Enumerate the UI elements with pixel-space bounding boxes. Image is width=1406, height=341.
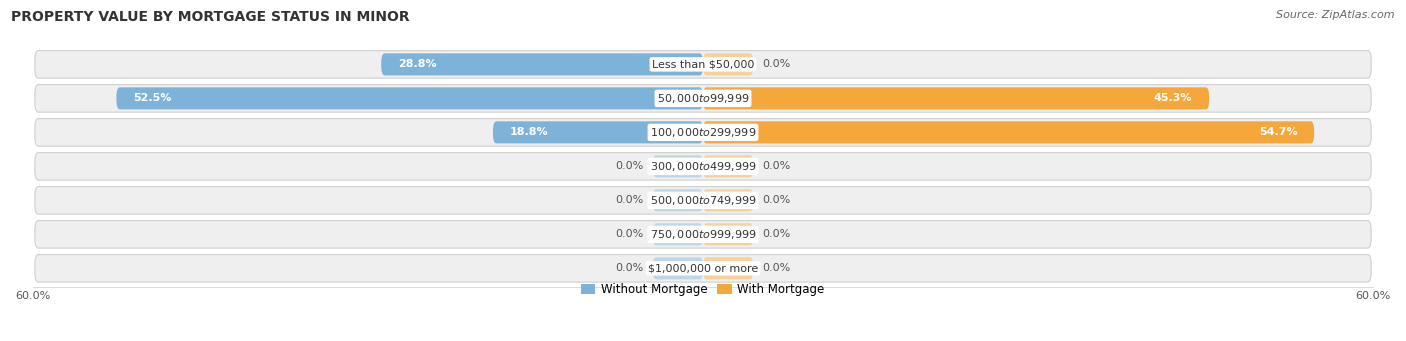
Text: 0.0%: 0.0% xyxy=(616,161,644,172)
Text: $500,000 to $749,999: $500,000 to $749,999 xyxy=(650,194,756,207)
Text: 54.7%: 54.7% xyxy=(1258,128,1298,137)
FancyBboxPatch shape xyxy=(703,121,1315,144)
Legend: Without Mortgage, With Mortgage: Without Mortgage, With Mortgage xyxy=(576,278,830,300)
Text: 28.8%: 28.8% xyxy=(398,59,437,69)
FancyBboxPatch shape xyxy=(35,50,1371,78)
FancyBboxPatch shape xyxy=(703,87,1209,109)
Text: 18.8%: 18.8% xyxy=(510,128,548,137)
FancyBboxPatch shape xyxy=(35,221,1371,248)
FancyBboxPatch shape xyxy=(703,189,754,211)
FancyBboxPatch shape xyxy=(703,53,754,75)
FancyBboxPatch shape xyxy=(652,189,703,211)
FancyBboxPatch shape xyxy=(35,119,1371,146)
Text: Less than $50,000: Less than $50,000 xyxy=(652,59,754,69)
FancyBboxPatch shape xyxy=(35,187,1371,214)
Text: $750,000 to $999,999: $750,000 to $999,999 xyxy=(650,228,756,241)
Text: $1,000,000 or more: $1,000,000 or more xyxy=(648,263,758,273)
Text: 45.3%: 45.3% xyxy=(1154,93,1192,103)
Text: 0.0%: 0.0% xyxy=(762,229,790,239)
FancyBboxPatch shape xyxy=(652,155,703,177)
Text: 0.0%: 0.0% xyxy=(762,161,790,172)
FancyBboxPatch shape xyxy=(35,85,1371,112)
FancyBboxPatch shape xyxy=(117,87,703,109)
Text: $50,000 to $99,999: $50,000 to $99,999 xyxy=(657,92,749,105)
FancyBboxPatch shape xyxy=(652,257,703,279)
FancyBboxPatch shape xyxy=(652,223,703,246)
Text: 0.0%: 0.0% xyxy=(762,263,790,273)
Text: $100,000 to $299,999: $100,000 to $299,999 xyxy=(650,126,756,139)
Text: 0.0%: 0.0% xyxy=(616,195,644,205)
Text: 0.0%: 0.0% xyxy=(762,195,790,205)
Text: 0.0%: 0.0% xyxy=(616,263,644,273)
Text: 52.5%: 52.5% xyxy=(134,93,172,103)
Text: 0.0%: 0.0% xyxy=(762,59,790,69)
Text: $300,000 to $499,999: $300,000 to $499,999 xyxy=(650,160,756,173)
FancyBboxPatch shape xyxy=(703,257,754,279)
Text: PROPERTY VALUE BY MORTGAGE STATUS IN MINOR: PROPERTY VALUE BY MORTGAGE STATUS IN MIN… xyxy=(11,10,411,24)
FancyBboxPatch shape xyxy=(494,121,703,144)
FancyBboxPatch shape xyxy=(35,255,1371,282)
Text: 0.0%: 0.0% xyxy=(616,229,644,239)
FancyBboxPatch shape xyxy=(703,155,754,177)
FancyBboxPatch shape xyxy=(35,152,1371,180)
Text: Source: ZipAtlas.com: Source: ZipAtlas.com xyxy=(1277,10,1395,20)
FancyBboxPatch shape xyxy=(381,53,703,75)
FancyBboxPatch shape xyxy=(703,223,754,246)
